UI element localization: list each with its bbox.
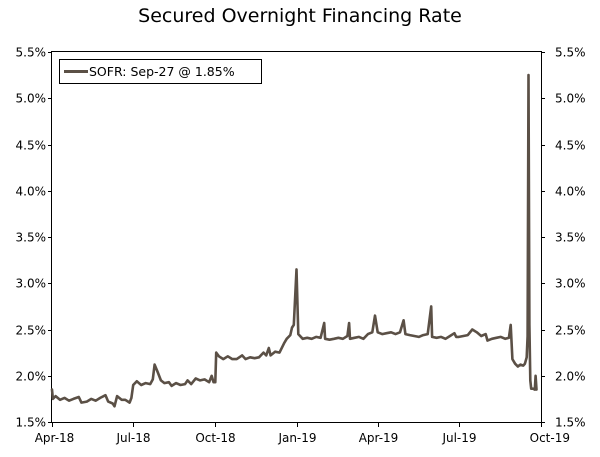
y-tick-label-right: 3.0% (555, 277, 586, 291)
y-tick-label-left: 5.5% (16, 46, 47, 60)
y-tick-label-left: 2.0% (16, 370, 47, 384)
y-tick-label-left: 1.5% (16, 416, 47, 430)
sofr-series-line (50, 73, 538, 408)
x-tick-label: Apr-18 (35, 431, 75, 445)
x-tick-label: Oct-18 (195, 431, 235, 445)
y-tick-label-left: 5.0% (16, 92, 47, 106)
x-tick-label: Jul-19 (441, 431, 476, 445)
y-tick-label-right: 1.5% (555, 416, 586, 430)
y-tick-label-left: 3.5% (16, 231, 47, 245)
y-tick-label-left: 3.0% (16, 277, 47, 291)
x-tick-label: Jul-18 (115, 431, 150, 445)
y-tick-label-right: 5.0% (555, 92, 586, 106)
y-tick-label-left: 4.5% (16, 139, 47, 153)
y-tick-label-right: 3.5% (555, 231, 586, 245)
y-tick-label-right: 2.5% (555, 324, 586, 338)
y-tick-label-right: 4.5% (555, 139, 586, 153)
series-layer (50, 73, 538, 408)
y-tick-label-right: 2.0% (555, 370, 586, 384)
y-tick-label-right: 4.0% (555, 185, 586, 199)
y-axis-right: 1.5% 2.0% 2.5% 3.0% 3.5% 4.0% 4.5% 5.0% 5.5% (541, 46, 586, 430)
x-tick-label: Jan-19 (277, 431, 316, 445)
legend: SOFR: Sep-27 @ 1.85% (59, 59, 262, 84)
legend-label: SOFR: Sep-27 @ 1.85% (89, 64, 235, 79)
x-tick-label: Apr-19 (359, 431, 399, 445)
y-tick-label-left: 4.0% (16, 185, 47, 199)
legend-box (59, 59, 262, 84)
x-tick-label: Oct-19 (530, 431, 570, 445)
x-axis: Apr-18 Jul-18 Oct-18 Jan-19 Apr-19 Jul-19 Oct-… (35, 422, 570, 445)
y-axis-left: 1.5% 2.0% 2.5% 3.0% 3.5% 4.0% 4.5% 5.0% 5.5% (16, 46, 52, 430)
y-tick-label-right: 5.5% (555, 46, 586, 60)
chart-title: Secured Overnight Financing Rate (138, 5, 462, 27)
y-tick-label-left: 2.5% (16, 324, 47, 338)
plot-area-frame (51, 51, 542, 423)
